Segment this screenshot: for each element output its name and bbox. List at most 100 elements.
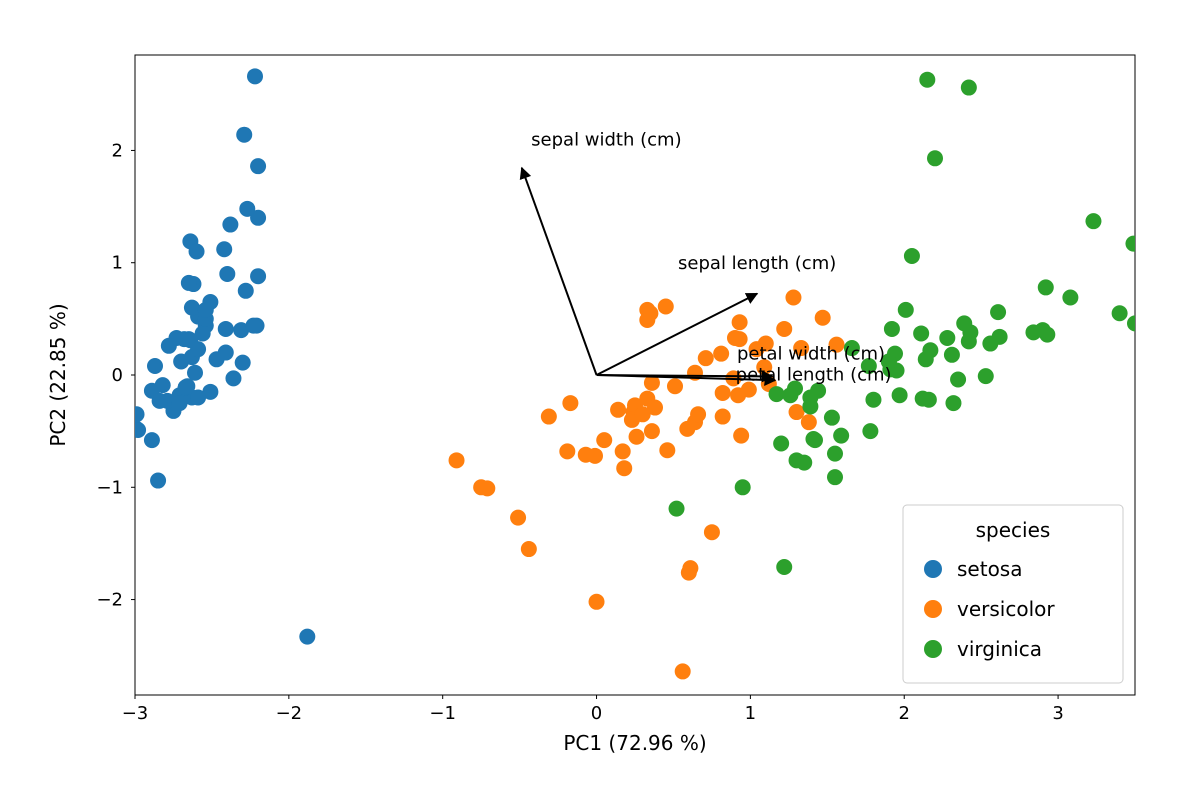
- scatter-point: [152, 393, 168, 409]
- legend: speciessetosaversicolorvirginica: [903, 505, 1123, 683]
- scatter-point: [927, 150, 943, 166]
- scatter-point: [635, 406, 651, 422]
- x-tick-label: −3: [122, 703, 149, 724]
- scatter-point: [479, 480, 495, 496]
- scatter-point: [190, 341, 206, 357]
- scatter-point: [978, 368, 994, 384]
- y-tick-label: −1: [96, 477, 123, 498]
- scatter-point: [247, 68, 263, 84]
- scatter-point: [815, 310, 831, 326]
- x-tick-label: 0: [591, 703, 602, 724]
- scatter-point: [562, 395, 578, 411]
- scatter-point: [150, 473, 166, 489]
- scatter-point: [944, 347, 960, 363]
- scatter-point: [155, 377, 171, 393]
- scatter-point: [939, 330, 955, 346]
- scatter-point: [219, 266, 235, 282]
- scatter-point: [181, 275, 197, 291]
- scatter-point: [713, 346, 729, 362]
- scatter-point: [801, 414, 817, 430]
- scatter-point: [904, 248, 920, 264]
- scatter-point: [675, 663, 691, 679]
- scatter-point: [827, 469, 843, 485]
- scatter-point: [865, 392, 881, 408]
- scatter-point: [785, 290, 801, 306]
- scatter-point: [235, 355, 251, 371]
- scatter-point: [1085, 213, 1101, 229]
- scatter-point: [732, 314, 748, 330]
- scatter-point: [559, 443, 575, 459]
- scatter-point: [735, 479, 751, 495]
- scatter-point: [884, 321, 900, 337]
- scatter-point: [945, 395, 961, 411]
- x-tick-label: −1: [429, 703, 456, 724]
- scatter-point: [679, 421, 695, 437]
- scatter-point: [198, 302, 214, 318]
- scatter-point: [225, 370, 241, 386]
- scatter-point: [715, 385, 731, 401]
- scatter-point: [1035, 322, 1051, 338]
- scatter-point: [913, 325, 929, 341]
- scatter-point: [1127, 315, 1143, 331]
- scatter-point: [773, 435, 789, 451]
- scatter-point: [239, 201, 255, 217]
- x-tick-label: −2: [276, 703, 303, 724]
- scatter-point: [238, 283, 254, 299]
- loading-arrow: [522, 168, 597, 375]
- scatter-point: [921, 392, 937, 408]
- scatter-point: [776, 321, 792, 337]
- scatter-point: [961, 80, 977, 96]
- scatter-point: [236, 127, 252, 143]
- loading-label: sepal width (cm): [531, 129, 681, 150]
- scatter-point: [990, 304, 1006, 320]
- scatter-point: [715, 409, 731, 425]
- scatter-point: [919, 72, 935, 88]
- scatter-point: [789, 404, 805, 420]
- scatter-point: [1062, 290, 1078, 306]
- scatter-point: [1038, 279, 1054, 295]
- legend-marker: [924, 560, 942, 578]
- scatter-point: [184, 300, 200, 316]
- scatter-point: [918, 351, 934, 367]
- scatter-point: [130, 422, 146, 438]
- scatter-point: [129, 406, 145, 422]
- scatter-point: [862, 423, 878, 439]
- scatter-point: [824, 410, 840, 426]
- scatter-point: [144, 432, 160, 448]
- scatter-point: [578, 447, 594, 463]
- scatter-point: [892, 387, 908, 403]
- chart-svg: −3−2−10123−2−1012PC1 (72.96 %)PC2 (22.85…: [0, 0, 1200, 800]
- scatter-point: [639, 312, 655, 328]
- scatter-point: [179, 378, 195, 394]
- scatter-point: [629, 429, 645, 445]
- scatter-point: [644, 423, 660, 439]
- scatter-point: [1112, 305, 1128, 321]
- scatter-point: [541, 409, 557, 425]
- scatter-point: [827, 446, 843, 462]
- loading-label: petal width (cm): [737, 344, 885, 365]
- scatter-point: [521, 541, 537, 557]
- legend-title: species: [976, 518, 1051, 542]
- scatter-point: [950, 371, 966, 387]
- scatter-point: [449, 452, 465, 468]
- scatter-point: [245, 318, 261, 334]
- scatter-point: [658, 299, 674, 315]
- x-axis-label: PC1 (72.96 %): [563, 731, 706, 755]
- y-axis-label: PC2 (22.85 %): [46, 303, 70, 446]
- scatter-point: [898, 302, 914, 318]
- scatter-point: [733, 428, 749, 444]
- scatter-point: [147, 358, 163, 374]
- loading-label: petal length (cm): [736, 364, 892, 385]
- scatter-point: [807, 432, 823, 448]
- scatter-point: [659, 442, 675, 458]
- legend-marker: [924, 640, 942, 658]
- scatter-point: [93, 351, 109, 367]
- scatter-point: [172, 395, 188, 411]
- loading-label: sepal length (cm): [678, 253, 836, 274]
- legend-marker: [924, 600, 942, 618]
- scatter-point: [982, 336, 998, 352]
- scatter-point: [222, 217, 238, 233]
- scatter-point: [698, 350, 714, 366]
- scatter-point: [704, 524, 720, 540]
- scatter-point: [218, 345, 234, 361]
